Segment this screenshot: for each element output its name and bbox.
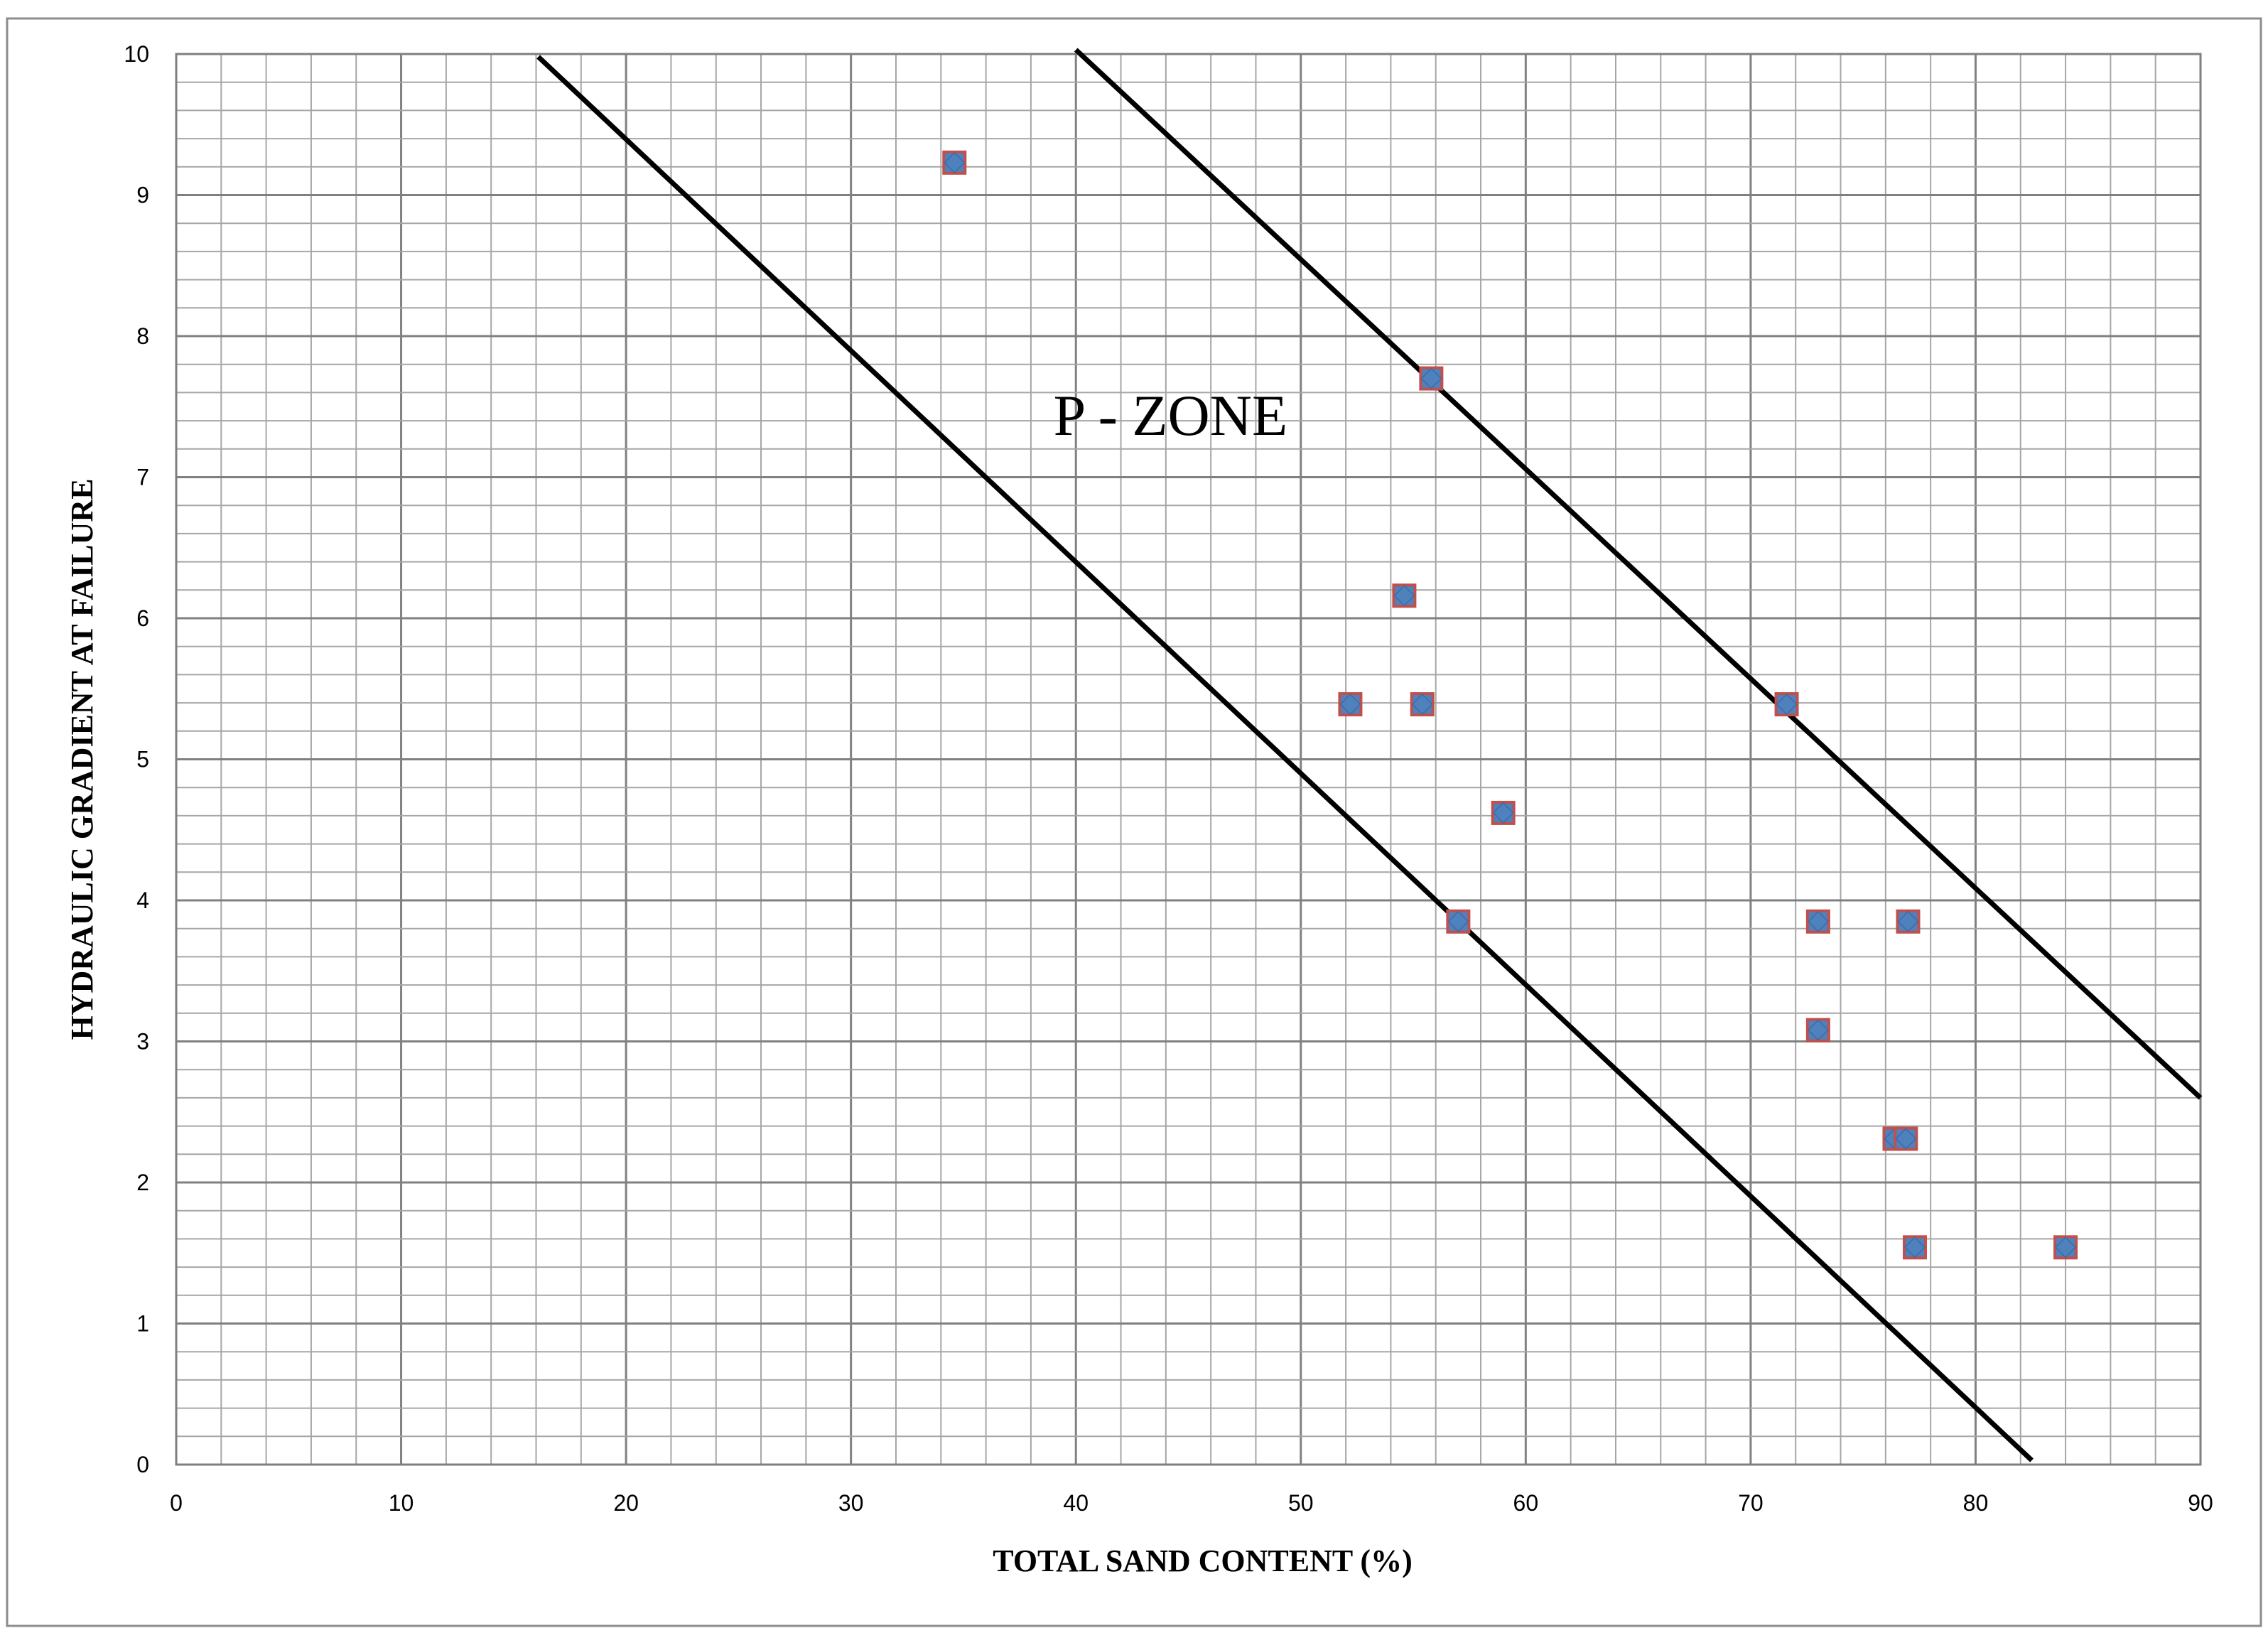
data-point <box>1419 366 1444 391</box>
data-point <box>1774 692 1799 717</box>
zone-boundary-line <box>1074 48 2203 1100</box>
annotations: P - ZONE <box>1054 383 1287 448</box>
x-axis-ticks: 0 10 20 30 40 50 60 70 80 90 <box>170 1490 2213 1516</box>
y-tick-label: 3 <box>136 1029 149 1055</box>
x-tick-label: 30 <box>838 1490 864 1516</box>
zone-boundary-lines <box>536 48 2203 1462</box>
data-point <box>1805 909 1830 934</box>
data-point <box>1446 909 1471 934</box>
data-point <box>1896 909 1921 934</box>
figure-border <box>6 17 2262 1627</box>
data-point <box>1338 692 1363 717</box>
y-tick-label: 6 <box>136 605 149 631</box>
y-tick-label: 2 <box>136 1170 149 1195</box>
data-point <box>2053 1235 2078 1260</box>
data-point <box>1392 583 1417 608</box>
y-tick-label: 1 <box>136 1311 149 1337</box>
data-point <box>942 150 967 175</box>
x-tick-label: 10 <box>389 1490 414 1516</box>
data-point <box>1902 1235 1927 1260</box>
data-points <box>942 150 2078 1260</box>
data-point <box>1805 1018 1830 1042</box>
data-point <box>1491 800 1516 825</box>
y-tick-label: 9 <box>136 183 149 208</box>
x-tick-label: 50 <box>1288 1490 1314 1516</box>
x-tick-label: 0 <box>170 1490 183 1516</box>
x-tick-label: 90 <box>2188 1490 2213 1516</box>
x-tick-label: 70 <box>1738 1490 1764 1516</box>
y-tick-label: 4 <box>136 888 149 913</box>
x-tick-label: 60 <box>1513 1490 1539 1516</box>
y-axis-title: HYDRAULIC GRADIENT AT FAILURE <box>65 478 99 1040</box>
y-tick-label: 10 <box>124 41 149 67</box>
y-tick-label: 8 <box>136 323 149 349</box>
y-tick-label: 7 <box>136 465 149 490</box>
x-axis-title: TOTAL SAND CONTENT (%) <box>993 1543 1412 1578</box>
y-axis-ticks: 0 1 2 3 4 5 6 7 8 9 10 <box>124 41 149 1477</box>
x-tick-label: 80 <box>1963 1490 1989 1516</box>
x-tick-label: 20 <box>613 1490 639 1516</box>
y-tick-label: 0 <box>136 1452 149 1477</box>
plot-area <box>175 53 2202 1466</box>
y-tick-label: 5 <box>136 747 149 772</box>
zone-label: P - ZONE <box>1054 383 1287 448</box>
zone-boundary-line <box>536 55 2034 1462</box>
x-tick-label: 40 <box>1063 1490 1089 1516</box>
data-point <box>1410 692 1435 717</box>
data-point <box>1894 1126 1918 1151</box>
